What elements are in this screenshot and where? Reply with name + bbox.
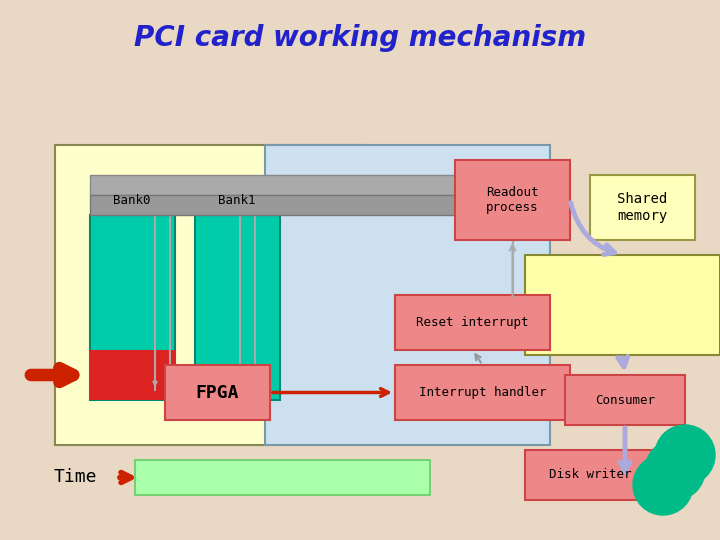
Circle shape [633,455,693,515]
Text: Disk writer: Disk writer [549,469,631,482]
Bar [90,175,475,195]
Text: Interrupt handler: Interrupt handler [419,386,546,399]
Text: Reset interrupt: Reset interrupt [416,316,528,329]
Bar [90,350,175,400]
Circle shape [645,440,705,500]
Bar [395,365,570,420]
Text: Time: Time [53,469,96,487]
Text: Consumer: Consumer [595,394,655,407]
Bar [565,375,685,425]
Bar [135,460,430,495]
Bar [395,295,550,350]
Bar [90,215,175,400]
Text: Bank0: Bank0 [113,193,150,206]
Bar [525,450,655,500]
Text: Bank1: Bank1 [218,193,256,206]
Bar [90,195,475,215]
Bar [265,145,550,445]
Bar [590,175,695,240]
Bar [55,145,365,445]
Bar [165,365,270,420]
Text: FPGA: FPGA [196,383,239,402]
Bar [525,255,720,355]
Bar [195,215,280,400]
Text: PCI card working mechanism: PCI card working mechanism [134,24,586,52]
Circle shape [655,425,715,485]
Text: Readout
process: Readout process [486,186,539,214]
Bar [455,160,570,240]
Text: Shared
memory: Shared memory [617,192,667,222]
